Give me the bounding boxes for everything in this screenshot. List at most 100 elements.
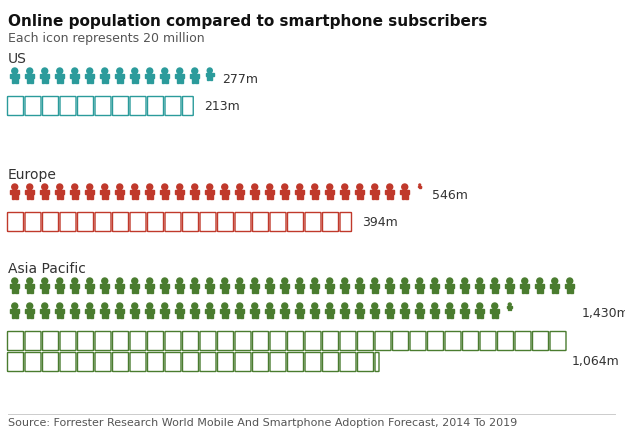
Bar	[162, 78, 164, 83]
Bar	[340, 284, 342, 288]
Text: Asia Pacific: Asia Pacific	[8, 262, 86, 276]
Bar	[177, 309, 182, 314]
Bar	[192, 314, 194, 318]
Bar	[72, 190, 78, 195]
FancyBboxPatch shape	[200, 332, 216, 351]
Bar	[332, 309, 334, 313]
Circle shape	[132, 303, 138, 309]
FancyBboxPatch shape	[148, 353, 164, 372]
Bar	[18, 74, 19, 78]
Bar	[295, 284, 297, 288]
FancyBboxPatch shape	[130, 332, 146, 351]
Bar	[42, 74, 48, 78]
Bar	[136, 314, 138, 318]
Bar	[312, 288, 314, 293]
Bar	[138, 190, 139, 194]
Bar	[432, 309, 437, 314]
Bar	[282, 190, 288, 195]
Bar	[207, 195, 209, 199]
Bar	[121, 314, 122, 318]
Bar	[25, 284, 27, 288]
Bar	[12, 195, 14, 199]
Bar	[242, 284, 244, 288]
Bar	[72, 74, 78, 78]
Circle shape	[162, 184, 168, 190]
FancyBboxPatch shape	[288, 212, 304, 232]
Bar	[376, 288, 378, 293]
Bar	[16, 78, 18, 83]
Bar	[160, 74, 162, 78]
Bar	[162, 74, 168, 78]
Bar	[550, 284, 552, 288]
Bar	[272, 190, 274, 194]
Bar	[107, 284, 109, 288]
Text: Source: Forrester Research World Mobile And Smartphone Adoption Forecast, 2014 T: Source: Forrester Research World Mobile …	[8, 418, 518, 428]
Bar	[87, 309, 92, 314]
Bar	[138, 74, 139, 78]
Bar	[445, 284, 447, 288]
Bar	[537, 284, 542, 288]
Bar	[400, 309, 402, 313]
Bar	[192, 288, 194, 293]
Bar	[177, 314, 179, 318]
Bar	[145, 190, 147, 194]
Bar	[196, 195, 198, 199]
Bar	[107, 309, 109, 313]
Bar	[242, 190, 244, 194]
Bar	[40, 190, 42, 194]
Bar	[325, 309, 327, 313]
Bar	[571, 288, 572, 293]
Bar	[342, 314, 344, 318]
Bar	[25, 190, 27, 194]
Bar	[466, 314, 468, 318]
Bar	[451, 314, 452, 318]
Bar	[106, 195, 107, 199]
Circle shape	[57, 278, 63, 284]
Bar	[106, 314, 107, 318]
Bar	[132, 78, 134, 83]
Bar	[213, 309, 214, 313]
Bar	[198, 74, 199, 78]
Circle shape	[72, 184, 78, 190]
Bar	[147, 74, 152, 78]
FancyBboxPatch shape	[42, 332, 59, 351]
Bar	[42, 195, 44, 199]
Bar	[408, 190, 409, 194]
FancyBboxPatch shape	[95, 212, 111, 232]
Bar	[18, 309, 19, 313]
Bar	[280, 309, 282, 313]
Bar	[162, 288, 164, 293]
Bar	[226, 195, 228, 199]
FancyBboxPatch shape	[392, 332, 409, 351]
Bar	[115, 284, 117, 288]
Bar	[182, 190, 184, 194]
FancyBboxPatch shape	[217, 353, 234, 372]
Circle shape	[312, 184, 318, 190]
Circle shape	[312, 278, 318, 284]
Bar	[31, 314, 32, 318]
Bar	[417, 314, 419, 318]
Bar	[145, 74, 147, 78]
Bar	[282, 314, 284, 318]
Bar	[331, 195, 332, 199]
FancyBboxPatch shape	[550, 332, 566, 351]
Bar	[27, 288, 29, 293]
Bar	[207, 190, 212, 195]
Bar	[542, 284, 544, 288]
Circle shape	[192, 278, 198, 284]
Bar	[475, 284, 477, 288]
Bar	[552, 288, 554, 293]
FancyBboxPatch shape	[357, 332, 374, 351]
Bar	[241, 288, 242, 293]
Bar	[228, 190, 229, 194]
Bar	[242, 309, 244, 313]
Bar	[136, 195, 138, 199]
Bar	[535, 284, 537, 288]
Bar	[237, 309, 242, 314]
Bar	[92, 190, 94, 194]
Bar	[76, 195, 78, 199]
Bar	[222, 314, 224, 318]
Bar	[31, 78, 32, 83]
Bar	[297, 309, 302, 314]
Bar	[130, 309, 132, 313]
